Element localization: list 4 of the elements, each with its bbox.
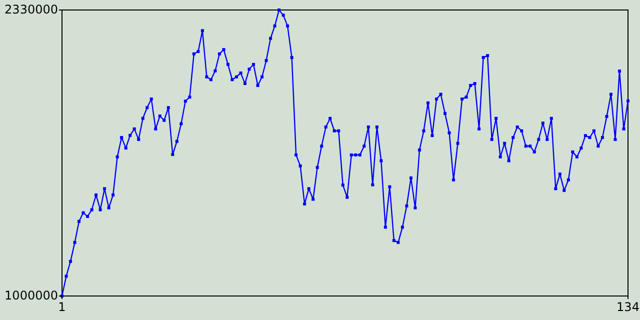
x-tick-label: 134 (616, 300, 640, 314)
y-tick-label: 2330000 (4, 2, 58, 16)
x-tick-label: 1 (58, 300, 66, 314)
y-tick-label: 1000000 (4, 288, 58, 302)
